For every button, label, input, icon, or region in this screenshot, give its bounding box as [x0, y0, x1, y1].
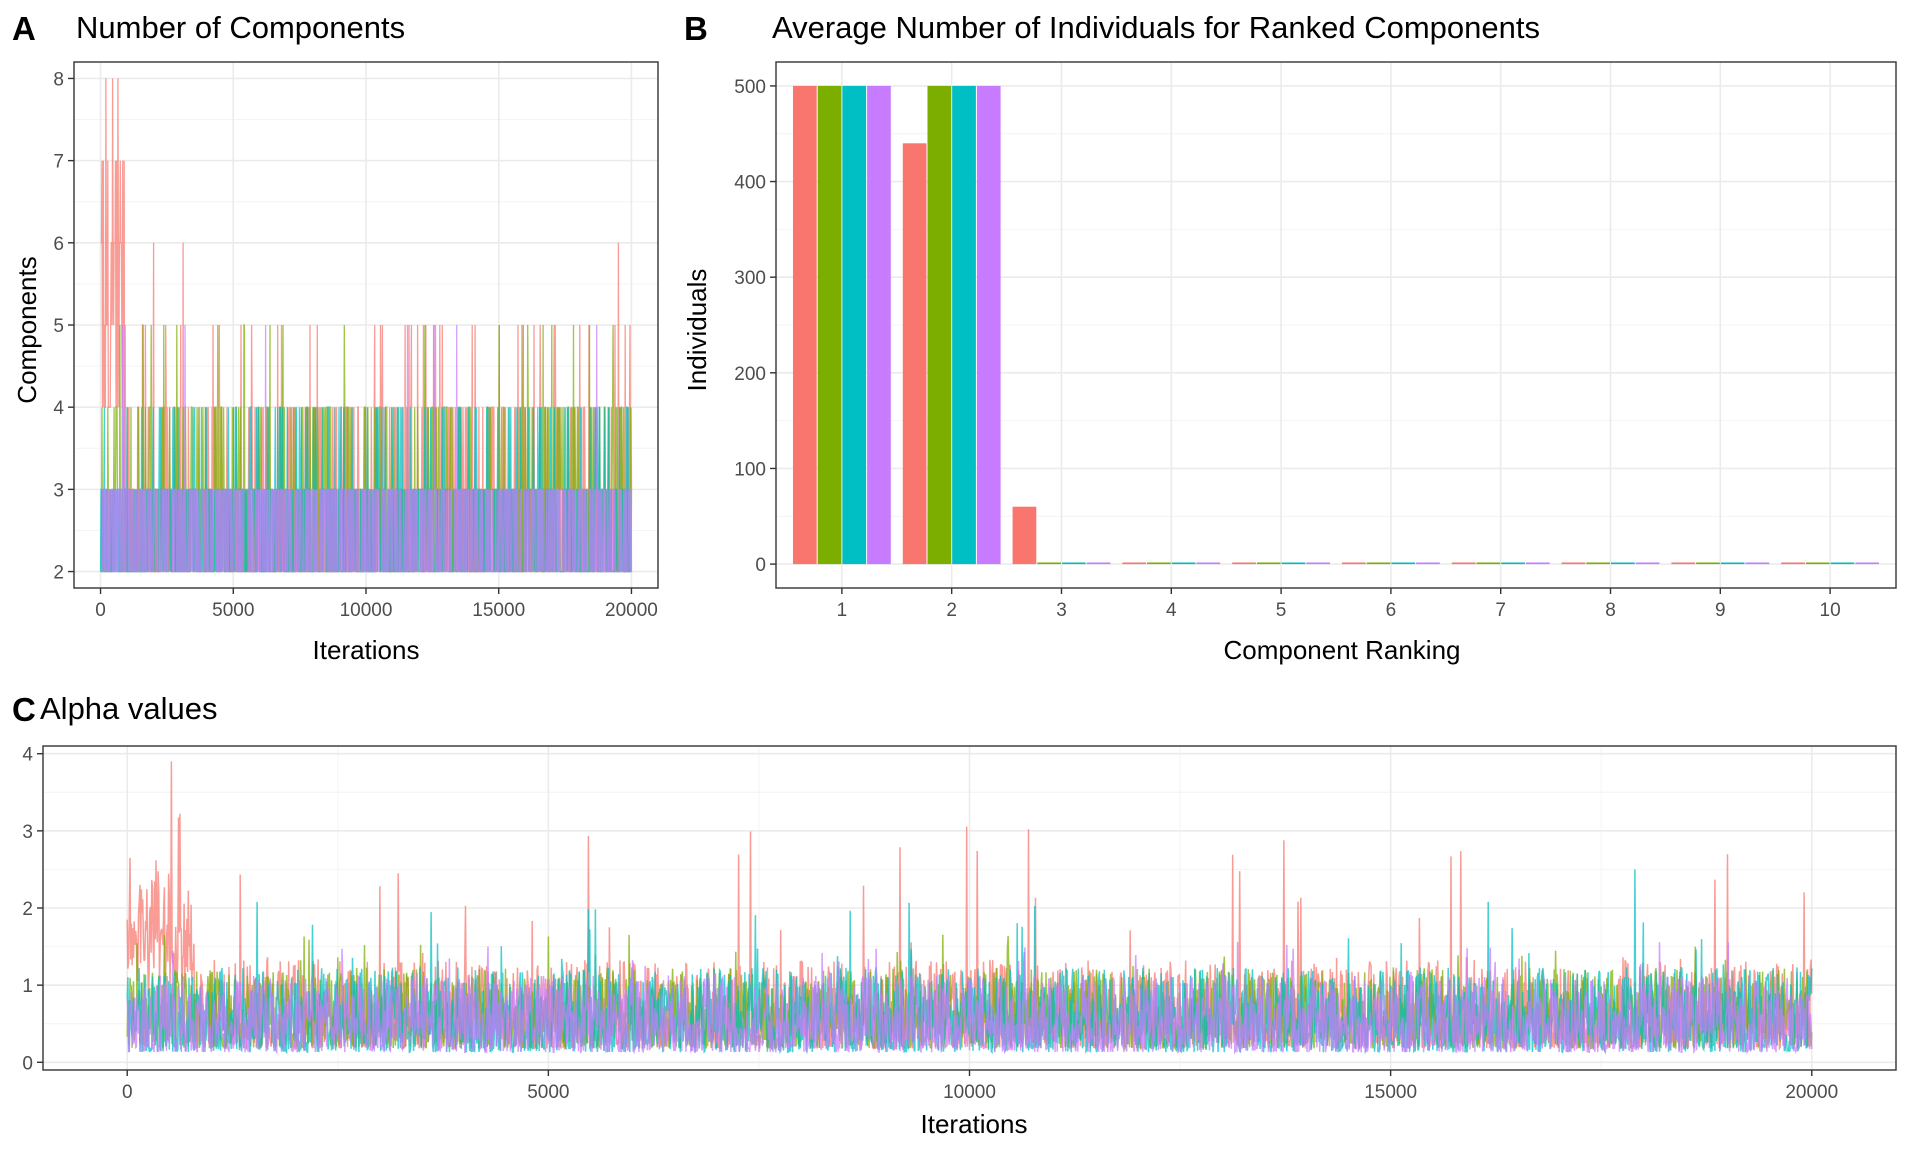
panel-b-bar-rank5-series4: [1306, 562, 1331, 565]
panel-b-bar-rank5-series3: [1281, 562, 1306, 565]
panel-b-bar-rank1-series2: [817, 85, 842, 565]
panel-b-y-tick-label: 500: [734, 77, 766, 98]
panel-a-y-tick-label: 5: [53, 316, 64, 337]
panel-c-title: Alpha values: [40, 691, 218, 726]
panel-b-bar-rank3-series3: [1061, 562, 1086, 565]
panel-b-x-tick-label: 9: [1715, 600, 1726, 621]
panel-b-x-tick-label: 8: [1605, 600, 1616, 621]
panel-c-border: [42, 745, 1897, 1071]
panel-a-y-tick-label: 4: [53, 398, 64, 419]
panel-a-y-tick-label: 3: [53, 480, 64, 501]
panel-c-x-axis-title: Iterations: [921, 1109, 1028, 1139]
panel-b-bar-rank1-series1: [792, 85, 817, 565]
panel-c-x-tick-label: 20000: [1785, 1082, 1838, 1103]
panel-c-y-tick-label: 0: [22, 1053, 33, 1074]
panel-a-border: [73, 61, 659, 589]
panel-b-x-tick-label: 3: [1056, 600, 1067, 621]
panel-b-bar-rank7-series2: [1476, 562, 1501, 565]
panel-b-x-tick-label: 2: [946, 600, 957, 621]
panel-b-tag: B: [684, 10, 708, 47]
panel-c-x-tick-label: 5000: [527, 1082, 569, 1103]
panel-b-bar-rank2-series3: [952, 85, 976, 565]
panel-b-bar-rank10-series3: [1830, 562, 1855, 565]
panel-b-x-tick-label: 5: [1276, 600, 1287, 621]
panel-c-tag: C: [12, 691, 36, 728]
panel-b-border: [775, 61, 1897, 589]
panel-c-y-tick-label: 1: [22, 976, 33, 997]
panel-a-x-axis-title: Iterations: [313, 635, 420, 665]
panel-b-bar-rank10-series4: [1855, 562, 1880, 565]
panel-a-y-axis-title: Components: [12, 256, 42, 403]
panel-b-bar-rank5-series2: [1256, 562, 1281, 565]
panel-b-x-tick-label: 1: [837, 600, 848, 621]
panel-c-y-tick-label: 2: [22, 899, 33, 920]
panel-b-x-tick-label: 10: [1820, 600, 1841, 621]
panel-b-bar-rank2-series1: [902, 143, 927, 565]
panel-b-bar-rank2-series4: [976, 85, 1001, 565]
panel-b-bar-rank8-series1: [1561, 562, 1586, 565]
panel-b-bar-rank9-series4: [1745, 562, 1770, 565]
panel-b-bar-rank8-series4: [1635, 562, 1660, 565]
panel-b-bar-rank6-series2: [1366, 562, 1391, 565]
panel-b-x-tick-label: 6: [1386, 600, 1397, 621]
panel-a-y-tick-label: 6: [53, 234, 64, 255]
panel-c-x-tick-label: 15000: [1364, 1082, 1417, 1103]
panel-b-bar-rank7-series3: [1501, 562, 1525, 565]
panel-a-tag: A: [12, 10, 36, 47]
panel-a-series-line-4: [100, 324, 633, 573]
panel-b-bar-rank9-series2: [1696, 562, 1720, 565]
panel-b-bar-rank4-series3: [1171, 562, 1196, 565]
panel-a-x-tick-label: 0: [95, 600, 106, 621]
panel-a-title: Number of Components: [76, 10, 405, 45]
panel-b-y-tick-label: 300: [734, 268, 766, 289]
panel-b-bar-rank3-series4: [1086, 562, 1111, 565]
panel-b-bar-rank6-series4: [1416, 562, 1440, 565]
panel-a-x-tick-label: 5000: [212, 600, 254, 621]
panel-a-y-tick-label: 8: [53, 69, 64, 90]
panel-b-bar-rank2-series2: [927, 85, 952, 565]
panel-b-bar-rank7-series4: [1525, 562, 1550, 565]
panel-a-y-tick-label: 2: [53, 563, 64, 584]
panel-b-y-tick-label: 400: [734, 173, 766, 194]
panel-b-y-tick-label: 0: [755, 555, 766, 576]
panel-b-bar-rank9-series1: [1671, 562, 1696, 565]
panel-b-bar-rank6-series1: [1341, 562, 1366, 565]
panel-c-plot: 0 1 2 3 4 0 5000 10000 15000 20000: [22, 745, 1897, 1103]
panel-b-bar-rank8-series2: [1586, 562, 1611, 565]
panel-b-y-tick-label: 200: [734, 364, 766, 385]
panel-b-y-axis-title: Individuals: [682, 269, 712, 392]
panel-c-series-line-4: [126, 941, 1813, 1056]
panel-b-bar-rank6-series3: [1391, 562, 1416, 565]
panel-b-bar-rank4-series2: [1147, 562, 1171, 565]
panel-b-bar-rank4-series1: [1122, 562, 1147, 565]
panel-b-bar-rank1-series4: [867, 85, 891, 565]
panel-b-bar-rank10-series1: [1781, 562, 1805, 565]
panel-a-x-tick-label: 10000: [340, 600, 393, 621]
panel-c-x-tick-label: 10000: [943, 1082, 996, 1103]
panel-b-bar-rank3-series2: [1037, 562, 1061, 565]
panel-c-x-tick-label: 0: [122, 1082, 133, 1103]
panel-a-y-tick-label: 7: [53, 152, 64, 173]
panel-b-bar-rank7-series1: [1451, 562, 1476, 565]
panel-b-x-axis-title: Component Ranking: [1223, 635, 1460, 665]
panel-b-y-tick-label: 100: [734, 459, 766, 480]
panel-c-y-tick-label: 3: [22, 822, 33, 843]
panel-b-bar-rank9-series3: [1720, 562, 1745, 565]
panel-a-x-tick-label: 15000: [472, 600, 525, 621]
panel-b-x-tick-label: 7: [1495, 600, 1506, 621]
panel-b-title: Average Number of Individuals for Ranked…: [772, 10, 1540, 45]
panel-b-x-tick-label: 4: [1166, 600, 1177, 621]
panel-c-y-tick-label: 4: [22, 745, 33, 766]
panel-b-plot: 0 100 200 300 400 500 1 2 3 4 5 6 7 8 9 10: [734, 61, 1897, 621]
panel-b-bar-rank3-series1: [1012, 506, 1037, 565]
panel-b-bar-rank5-series1: [1232, 562, 1256, 565]
panel-b-bar-rank10-series2: [1805, 562, 1830, 565]
panel-b-bar-rank4-series4: [1196, 562, 1221, 565]
panel-b-bar-rank8-series3: [1611, 562, 1635, 565]
panel-a-x-tick-label: 20000: [605, 600, 658, 621]
panel-a-plot: 2 3 4 5 6 7 8 0 5000 10000 15000 20000: [53, 61, 659, 621]
panel-b-bar-rank1-series3: [842, 85, 867, 565]
